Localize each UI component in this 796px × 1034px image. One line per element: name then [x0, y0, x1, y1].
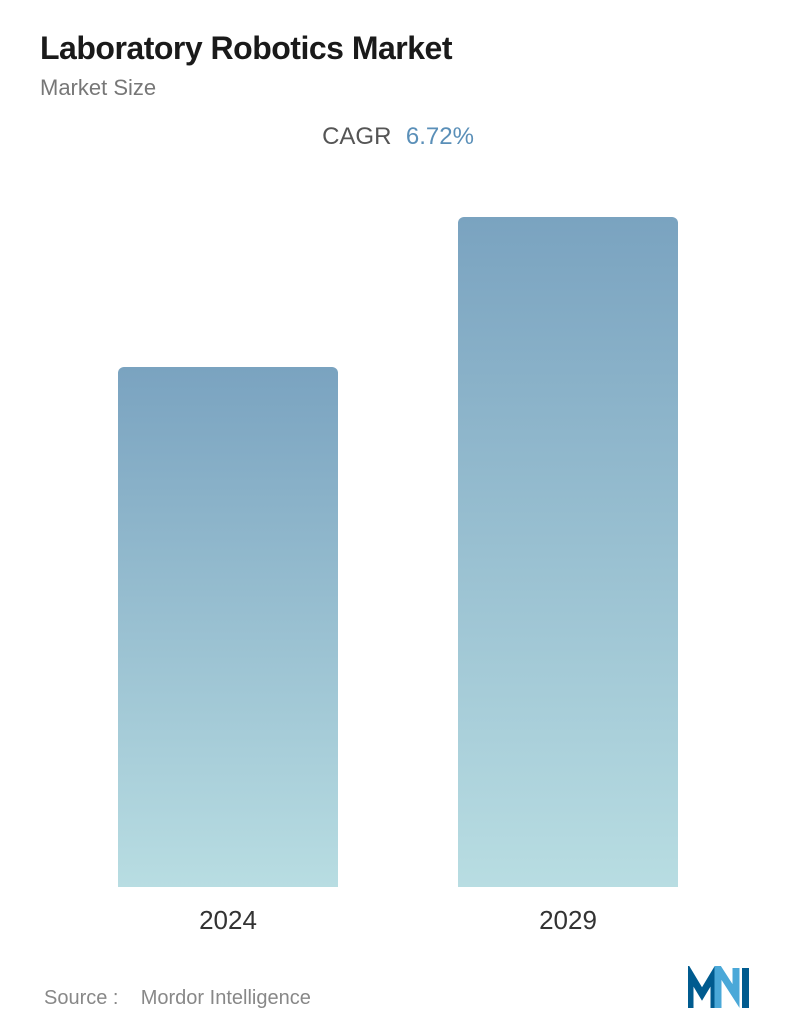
bar-chart: 2024 2029 — [40, 191, 756, 936]
cagr-value: 6.72% — [406, 123, 474, 150]
chart-container: Laboratory Robotics Market Market Size C… — [0, 0, 796, 1034]
cagr-label: CAGR — [322, 123, 391, 150]
cagr-row: CAGR 6.72% — [40, 123, 756, 151]
page-title: Laboratory Robotics Market — [40, 30, 756, 67]
header: Laboratory Robotics Market Market Size — [40, 30, 756, 101]
bar-column-2029: 2029 — [458, 217, 678, 936]
source-text: Source : Mordor Intelligence — [44, 987, 311, 1010]
brand-logo-icon — [688, 966, 752, 1010]
page-subtitle: Market Size — [40, 75, 756, 101]
bar-2024 — [118, 367, 338, 887]
bar-2029 — [458, 217, 678, 887]
footer: Source : Mordor Intelligence — [40, 966, 756, 1014]
bar-label-2029: 2029 — [539, 905, 597, 936]
bar-column-2024: 2024 — [118, 367, 338, 936]
bar-label-2024: 2024 — [199, 905, 257, 936]
source-label: Source : — [44, 987, 118, 1009]
source-name: Mordor Intelligence — [141, 987, 311, 1009]
